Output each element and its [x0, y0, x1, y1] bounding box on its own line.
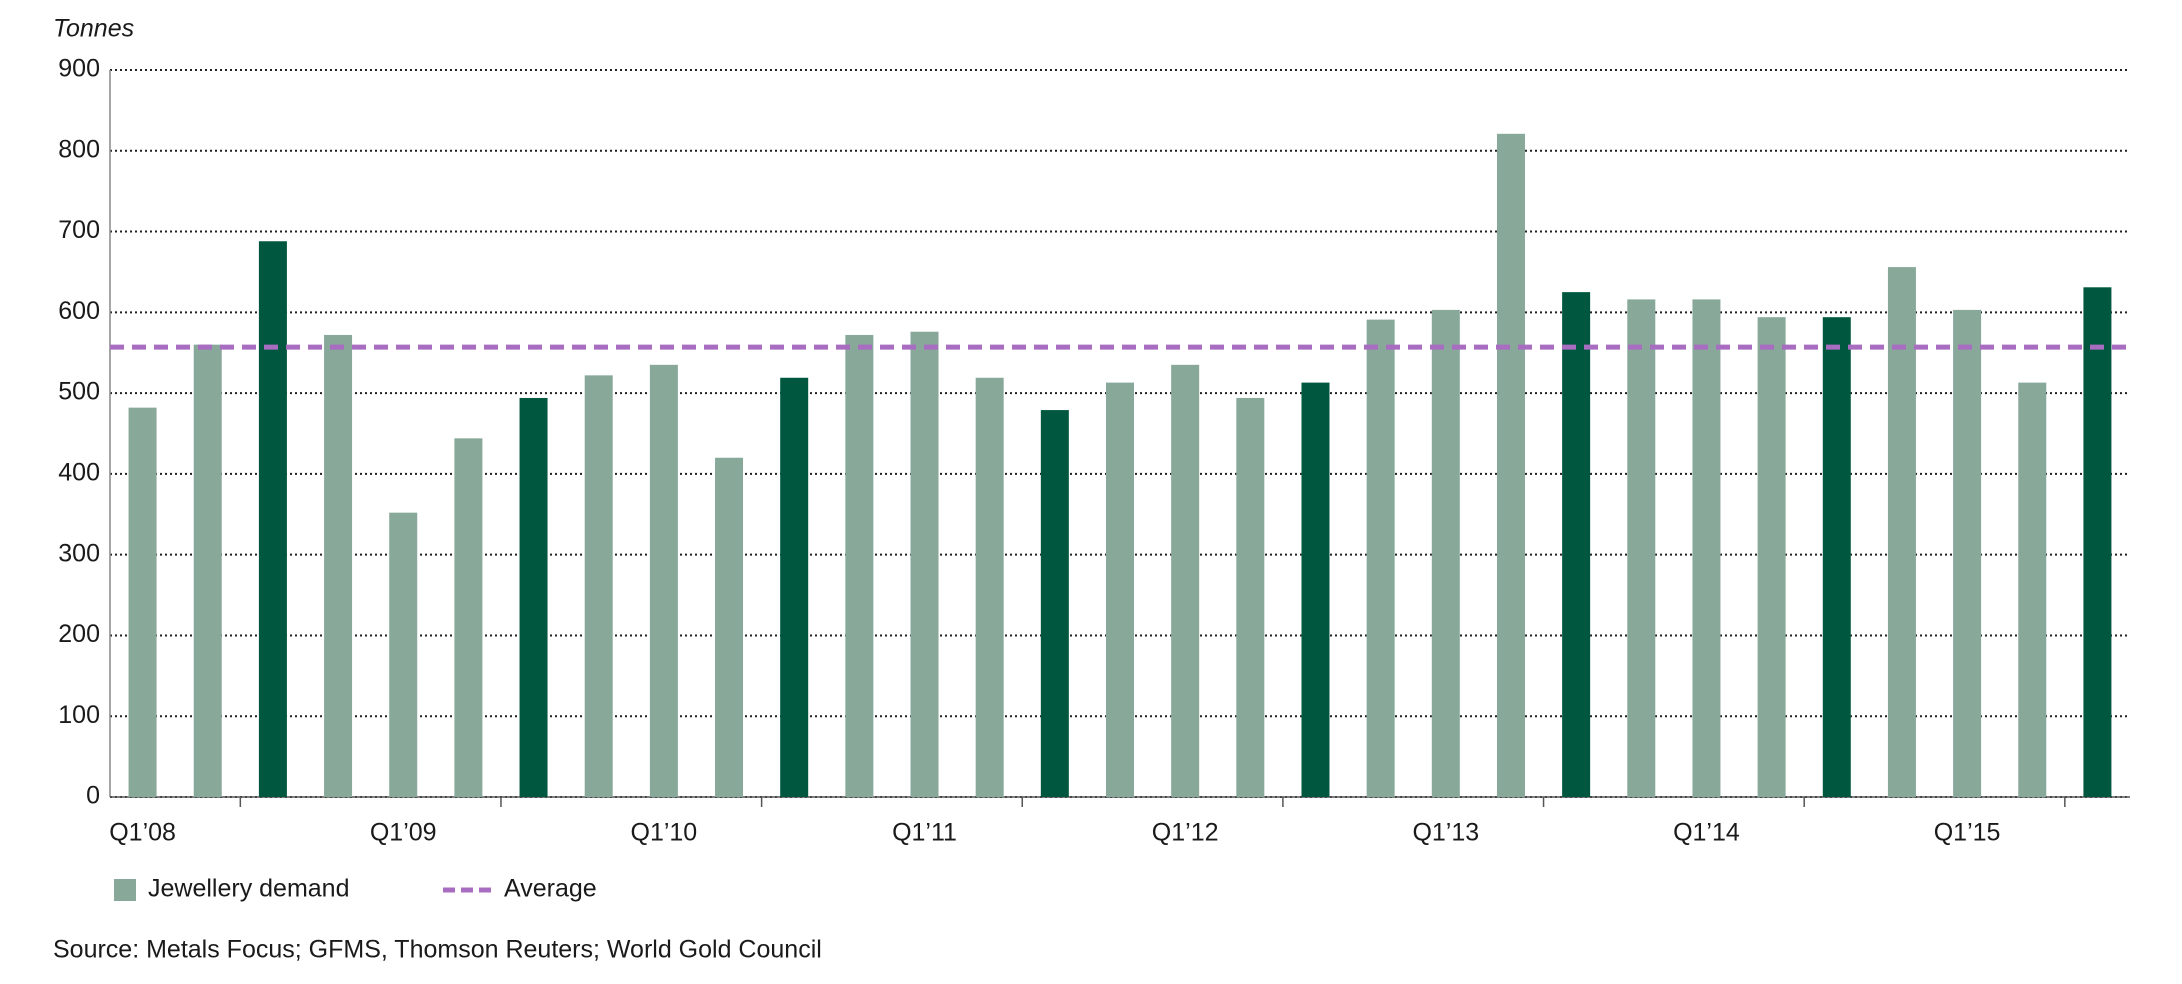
- y-tick-label: 0: [86, 782, 100, 810]
- bar: [454, 438, 483, 797]
- bar: [1953, 309, 1982, 797]
- bar: [128, 407, 157, 797]
- y-tick-label: 900: [58, 55, 100, 83]
- bar: [1496, 133, 1525, 797]
- bar: [715, 457, 744, 797]
- bar: [780, 377, 809, 797]
- x-tick-label: Q1’08: [109, 819, 176, 847]
- bar: [584, 375, 613, 797]
- bar: [1236, 397, 1265, 797]
- bar: [1106, 382, 1134, 797]
- source: Source: Metals Focus; GFMS, Thomson Reut…: [53, 936, 822, 964]
- y-tick-label: 400: [58, 458, 100, 486]
- bar: [1431, 309, 1460, 797]
- y-tick-label: 300: [58, 539, 100, 567]
- x-tick-label: Q1’10: [631, 819, 698, 847]
- x-tick-label: Q1’15: [1934, 819, 2001, 847]
- x-tick-label: Q1’11: [892, 819, 957, 847]
- bar: [1562, 292, 1591, 797]
- bar: [649, 364, 678, 797]
- y-tick-label: 700: [58, 216, 100, 244]
- bar: [1366, 319, 1395, 797]
- x-tick-label: Q1’14: [1673, 819, 1740, 847]
- bar: [389, 512, 418, 797]
- y-tick-label: 500: [58, 378, 100, 406]
- bar: [1040, 410, 1069, 797]
- bar: [1887, 267, 1916, 797]
- bar: [2083, 287, 2112, 797]
- bar: [1692, 299, 1721, 797]
- bar: [975, 377, 1004, 797]
- bar: [519, 397, 548, 797]
- bar: [845, 334, 874, 797]
- y-tick-label: 800: [58, 135, 100, 163]
- y-tick-label: 100: [58, 701, 100, 729]
- legend-label: Average: [504, 875, 597, 903]
- bar: [910, 331, 939, 797]
- y-tick-label: 600: [58, 297, 100, 325]
- bar: [324, 334, 353, 797]
- legend-label: Jewellery demand: [148, 875, 350, 903]
- y-tick-label: 200: [58, 620, 100, 648]
- x-tick-label: Q1’13: [1412, 819, 1479, 847]
- bar: [1627, 299, 1656, 797]
- bar: [1171, 364, 1200, 797]
- bar: [193, 344, 222, 797]
- bar: [258, 241, 287, 797]
- bar: [1822, 317, 1851, 797]
- bar: [1757, 317, 1786, 797]
- x-tick-label: Q1’09: [370, 819, 437, 847]
- bar: [1301, 382, 1330, 797]
- legend-swatch: [114, 879, 136, 901]
- x-tick-label: Q1’12: [1152, 819, 1219, 847]
- bar: [2018, 382, 2047, 797]
- y-axis-label: Tonnes: [53, 15, 134, 43]
